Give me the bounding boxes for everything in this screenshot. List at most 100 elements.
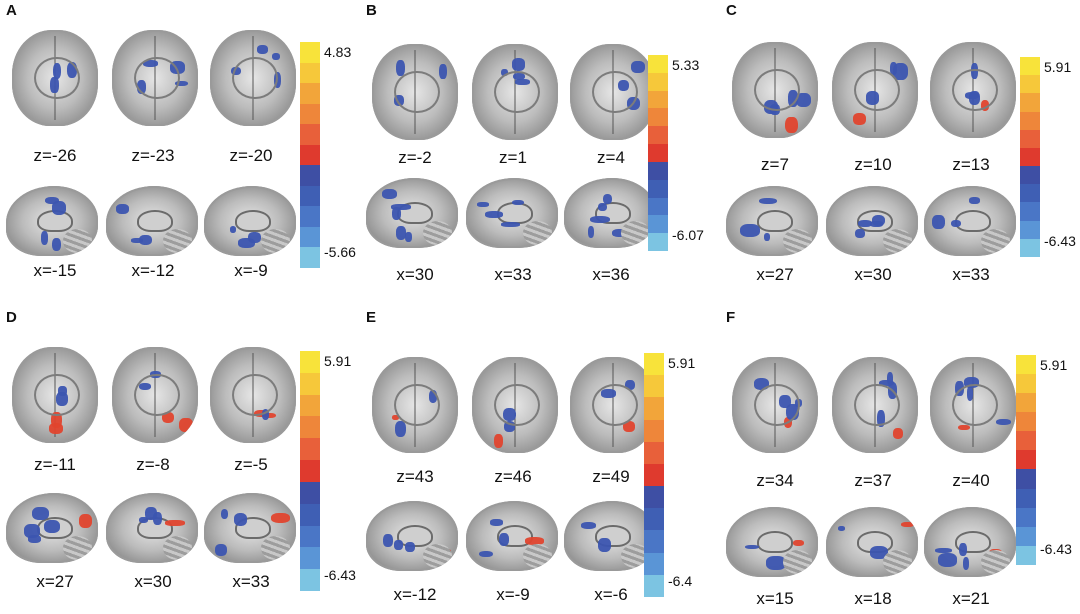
axial-slice (112, 347, 198, 443)
colorbar-segment (300, 226, 320, 248)
activation-blob (405, 231, 413, 242)
activation-blob (499, 532, 509, 547)
activation-blob (587, 225, 594, 239)
colorbar-segment (1016, 412, 1036, 432)
colorbar-segment (300, 547, 320, 570)
colorbar-segment (1016, 469, 1036, 489)
activation-blob (139, 234, 153, 246)
slice-coordinate-label: x=33 (232, 572, 270, 591)
sagittal-slice (366, 501, 458, 571)
activation-blob (969, 91, 981, 105)
activation-blob (962, 557, 970, 571)
activation-blob (879, 379, 895, 387)
activation-blob (786, 403, 799, 420)
activation-blob (937, 553, 958, 567)
activation-blob (165, 519, 185, 526)
activation-blob (175, 80, 189, 86)
colorbar-segment (648, 55, 668, 73)
activation-blob (66, 62, 78, 79)
axial-slice (930, 357, 1016, 453)
colorbar-segment (300, 185, 320, 207)
colorbar-min-label: -6.07 (672, 227, 704, 243)
axial-slice (570, 44, 656, 140)
axial-slice (372, 44, 458, 140)
axial-slice (210, 347, 296, 443)
activation-blob (877, 410, 886, 428)
colorbar-segment (300, 247, 320, 268)
slice-coordinate-label: z=10 (854, 155, 892, 174)
slice-coordinate-label: z=-23 (131, 146, 175, 165)
activation-blob (170, 61, 185, 74)
sagittal-slice (726, 507, 818, 577)
colorbar-segment (644, 353, 664, 376)
activation-blob (980, 100, 990, 111)
activation-blob (220, 508, 229, 520)
colorbar-segment (644, 552, 664, 575)
colorbar-segment (644, 441, 664, 464)
slice-coordinate-label: x=-9 (496, 585, 530, 604)
slice-coordinate-label: x=-12 (131, 261, 175, 280)
activation-blob (950, 219, 961, 228)
activation-blob (52, 62, 62, 80)
activation-blob (41, 231, 49, 245)
colorbar-min-label: -6.43 (1044, 233, 1076, 249)
activation-blob (580, 521, 596, 529)
colorbar-segment (300, 103, 320, 125)
colorbar-min-label: -5.66 (324, 244, 356, 260)
colorbar-segment (644, 397, 664, 420)
colorbar-segment (648, 215, 668, 234)
activation-blob (793, 540, 804, 547)
activation-blob (271, 513, 291, 524)
colorbar-segment (300, 206, 320, 227)
slice-coordinate-label: x=36 (592, 265, 630, 284)
activation-blob (393, 95, 405, 106)
colorbar-segment (1020, 238, 1040, 257)
colorbar-segment (648, 161, 668, 180)
activation-blob (753, 377, 770, 390)
activation-blob (131, 238, 143, 243)
colorbar-segment (648, 126, 668, 145)
colorbar-segment (1016, 545, 1036, 565)
activation-blob (477, 202, 489, 207)
colorbar-segment (1016, 393, 1036, 413)
colorbar-segment (1016, 526, 1036, 546)
activation-blob (32, 506, 49, 520)
slice-coordinate-label: z=46 (494, 467, 532, 486)
activation-blob (892, 428, 904, 439)
activation-blob (935, 547, 952, 553)
axial-slice (372, 357, 458, 453)
colorbar-segment (1020, 166, 1040, 185)
colorbar-segment (1020, 129, 1040, 148)
colorbar-max-label: 5.91 (668, 355, 696, 371)
slice-coordinate-label: x=33 (494, 265, 532, 284)
activation-blob (779, 395, 791, 409)
slice-coordinate-label: z=4 (597, 148, 625, 167)
activation-blob (964, 92, 980, 100)
colorbar-min-label: -6.43 (1040, 541, 1072, 557)
colorbar-segment (644, 375, 664, 398)
activation-blob (932, 214, 945, 229)
slice-coordinate-label: z=-5 (234, 455, 268, 474)
activation-blob (396, 59, 406, 77)
colorbar-segment (1016, 374, 1036, 394)
activation-blob (601, 389, 616, 398)
activation-blob (838, 525, 846, 531)
activation-blob (590, 215, 610, 224)
activation-blob (489, 519, 503, 526)
colorbar-max-label: 5.91 (1044, 59, 1072, 75)
activation-blob (959, 542, 967, 557)
colorbar (648, 55, 668, 251)
slice-coordinate-label: x=-15 (33, 261, 77, 280)
activation-blob (887, 372, 894, 385)
activation-blob (865, 91, 880, 105)
sagittal-slice (924, 507, 1016, 577)
slice-coordinate-label: x=30 (396, 265, 434, 284)
activation-blob (503, 420, 515, 432)
axial-slice (930, 42, 1016, 138)
sagittal-slice (204, 493, 296, 563)
slice-coordinate-label: x=-9 (234, 261, 268, 280)
activation-blob (958, 424, 970, 431)
